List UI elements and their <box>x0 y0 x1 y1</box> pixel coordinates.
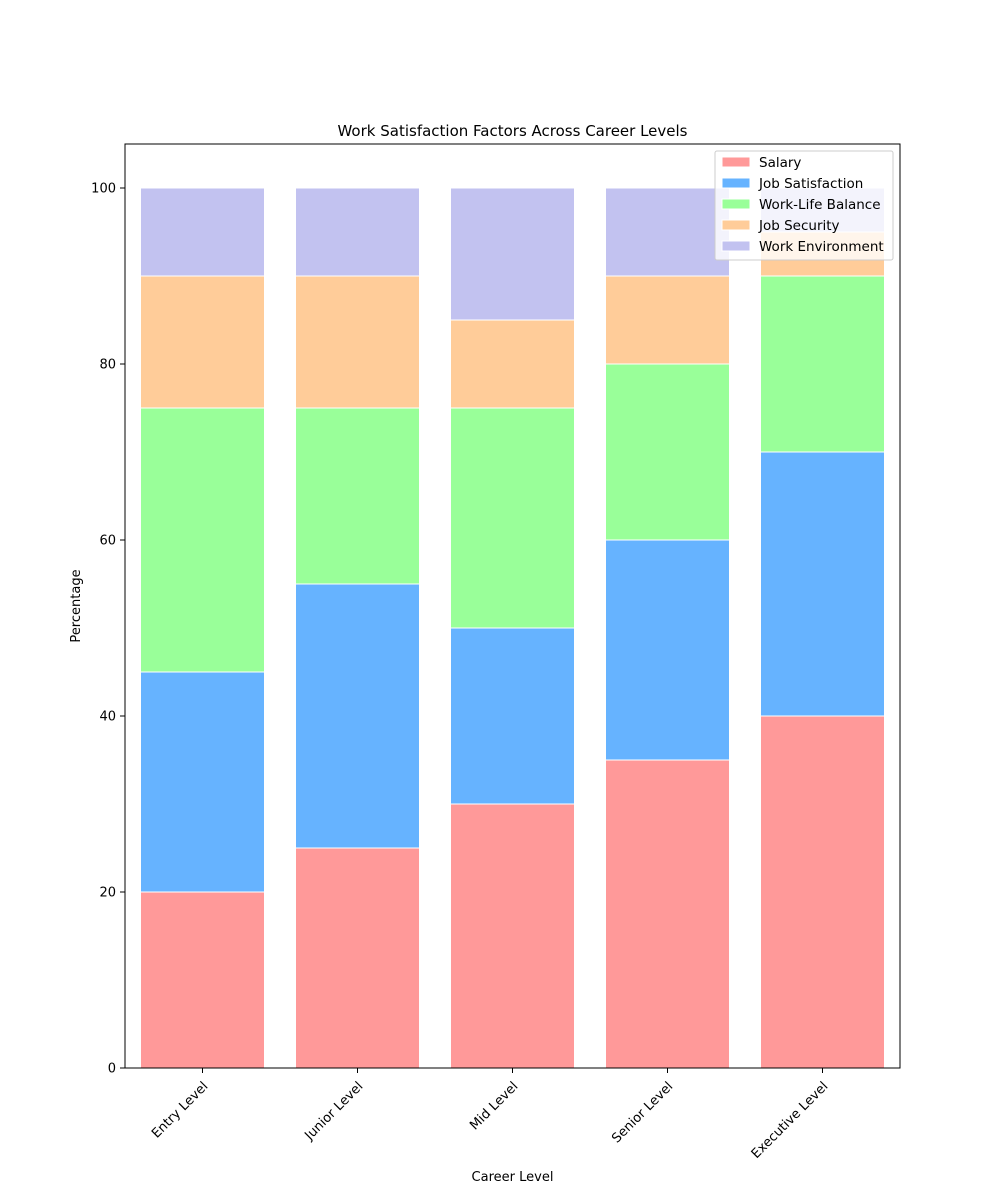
x-axis: Entry Level Junior Level Mid Level Senior L… <box>149 1068 831 1162</box>
bar-segment <box>295 847 420 1069</box>
x-tick-label: Senior Level <box>609 1079 676 1146</box>
bar-segment <box>450 803 575 1069</box>
bars-layer <box>140 187 885 1069</box>
y-tick-label: 40 <box>99 710 116 725</box>
chart-title: Work Satisfaction Factors Across Career … <box>337 122 687 140</box>
legend-swatch <box>721 156 751 168</box>
bar-segment <box>140 891 265 1069</box>
bar-segment <box>295 187 420 277</box>
bar-segment <box>605 275 730 365</box>
bar-segment <box>450 627 575 805</box>
y-tick-label: 80 <box>99 358 116 373</box>
y-tick-label: 20 <box>99 886 116 901</box>
legend-swatch <box>721 177 751 189</box>
legend-label: Salary <box>759 155 801 171</box>
bar-segment <box>295 275 420 409</box>
bar-segment <box>760 715 885 1069</box>
legend-label: Work Environment <box>759 239 884 255</box>
bar-segment <box>140 275 265 409</box>
x-tick-label: Mid Level <box>467 1079 521 1133</box>
legend: Salary Job Satisfaction Work-Life Balance J… <box>714 150 894 261</box>
bar-segment <box>140 187 265 277</box>
bar-segment <box>295 583 420 849</box>
x-tick-label: Entry Level <box>149 1079 211 1141</box>
legend-label: Work-Life Balance <box>759 197 881 213</box>
bar-segment <box>605 759 730 1069</box>
bar-segment <box>140 407 265 673</box>
legend-box <box>714 150 894 261</box>
x-tick-label: Junior Level <box>302 1079 367 1144</box>
bar-segment <box>450 407 575 629</box>
y-axis: 0 20 40 60 80 100 <box>91 182 125 1077</box>
legend-label: Job Satisfaction <box>758 176 863 192</box>
legend-swatch <box>721 198 751 210</box>
bar-segment <box>760 451 885 717</box>
bar-segment <box>450 187 575 321</box>
bar-segment <box>140 671 265 893</box>
legend-swatch <box>721 240 751 252</box>
bar-segment <box>295 407 420 585</box>
y-tick-label: 0 <box>108 1062 116 1077</box>
y-tick-label: 60 <box>99 534 116 549</box>
bar-segment <box>760 275 885 453</box>
x-axis-label: Career Level <box>472 1170 554 1185</box>
bar-segment <box>605 539 730 761</box>
legend-swatch <box>721 219 751 231</box>
y-tick-label: 100 <box>91 182 116 197</box>
bar-segment <box>605 187 730 277</box>
bar-segment <box>450 319 575 409</box>
y-axis-label: Percentage <box>69 569 84 642</box>
legend-label: Job Security <box>758 218 840 234</box>
bar-segment <box>605 363 730 541</box>
x-tick-label: Executive Level <box>749 1079 832 1162</box>
